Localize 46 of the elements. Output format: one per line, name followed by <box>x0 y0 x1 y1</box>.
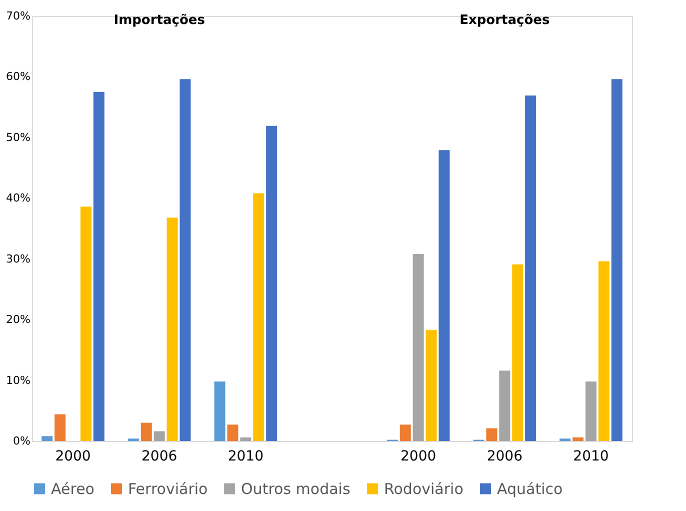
bar <box>214 382 226 441</box>
bar <box>227 424 238 441</box>
x-tick-label: 2010 <box>228 448 264 464</box>
bar <box>400 424 411 441</box>
annotation: Importações <box>114 13 206 28</box>
bar <box>253 193 264 441</box>
bar <box>486 428 498 441</box>
x-tick-label: 2010 <box>573 448 609 464</box>
legend-label: Ferroviário <box>128 480 208 498</box>
y-tick-label: 10% <box>6 374 30 387</box>
bar <box>585 382 596 441</box>
y-tick-label: 20% <box>6 313 30 326</box>
bar <box>525 96 536 441</box>
bar <box>154 431 165 441</box>
x-tick-label: 2000 <box>400 448 436 464</box>
x-tick-label: 2000 <box>55 448 91 464</box>
bar <box>93 92 104 441</box>
y-tick-label: 70% <box>6 10 30 22</box>
bar <box>438 150 450 441</box>
bar <box>611 79 622 441</box>
bar <box>180 79 191 441</box>
y-tick-label: 60% <box>6 70 30 84</box>
x-tick-label: 2006 <box>142 448 178 464</box>
bar <box>572 437 584 441</box>
bar <box>598 261 610 441</box>
bar <box>512 264 524 441</box>
bar <box>240 437 252 441</box>
annotation: Exportações <box>460 13 550 28</box>
bar <box>140 422 152 441</box>
legend-label: Rodoviário <box>384 480 464 498</box>
bar <box>499 370 510 441</box>
y-tick-label: 0% <box>13 434 30 448</box>
bar <box>80 206 92 441</box>
bar <box>266 126 278 441</box>
y-tick-label: 40% <box>6 192 30 205</box>
bar <box>426 330 437 441</box>
bar <box>412 254 424 441</box>
x-tick-label: 2006 <box>486 448 523 464</box>
legend-label: Outros modais <box>241 480 350 498</box>
y-tick-label: 50% <box>6 130 30 144</box>
bar <box>166 218 178 441</box>
y-tick-label: 30% <box>6 252 30 266</box>
legend-label: Aéreo <box>51 480 94 498</box>
bar <box>42 436 53 441</box>
legend-label: Aquático <box>497 480 563 498</box>
bar <box>54 414 66 441</box>
